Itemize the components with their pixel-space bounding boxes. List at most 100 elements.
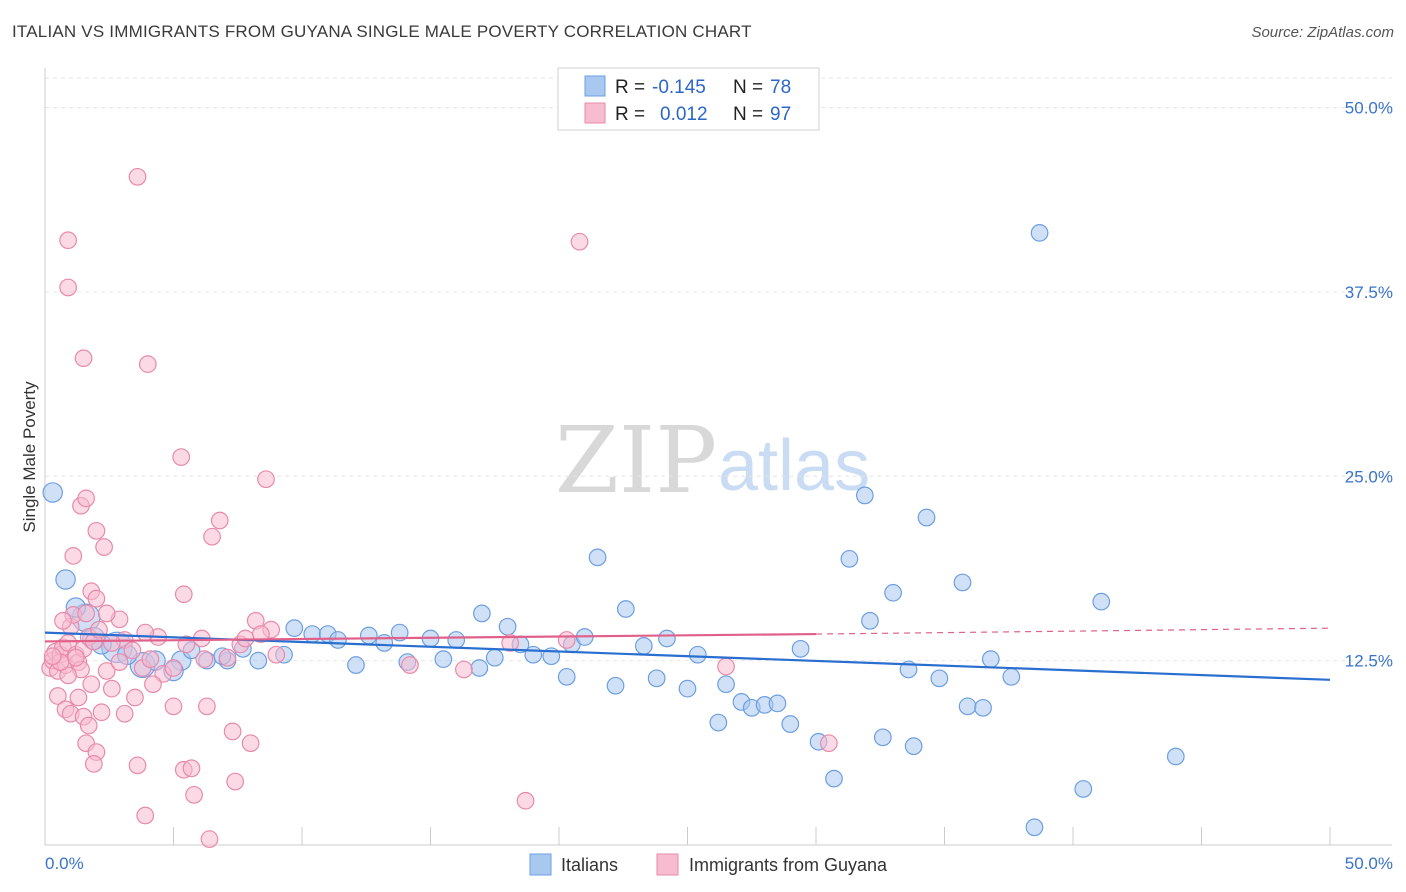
italians-point	[616, 600, 635, 618]
italians-point	[904, 737, 923, 756]
guyana-point	[218, 648, 237, 667]
guyana-point	[64, 547, 83, 565]
series-guyana	[41, 167, 838, 848]
guyana-point	[102, 634, 121, 652]
guyana-point	[59, 231, 78, 250]
y-tick-label-0: 12.5%	[1345, 652, 1393, 671]
guyana-point	[66, 648, 85, 667]
guyana-point	[501, 634, 520, 652]
italians-point	[958, 697, 977, 716]
source-label: Source: ZipAtlas.com	[1251, 24, 1394, 41]
italians-point	[1025, 818, 1044, 837]
italians-point	[249, 651, 268, 670]
guyana-point	[87, 521, 106, 540]
legend-r-label-1: R =	[615, 104, 645, 125]
italians-point	[470, 659, 489, 677]
italians-point	[861, 611, 879, 630]
italians-point	[42, 482, 63, 503]
italians-point	[329, 631, 347, 649]
italians-point	[678, 679, 697, 698]
italians-point	[347, 656, 365, 674]
italians-point	[359, 626, 378, 645]
italians-point	[930, 669, 949, 688]
guyana-point	[128, 167, 147, 186]
legend-n-label-1: N =	[733, 104, 763, 125]
guyana-point	[82, 675, 101, 694]
y-tick-label-2: 37.5%	[1345, 283, 1393, 302]
guyana-point	[198, 697, 216, 716]
top-legend: R = -0.145 N = 78 R = 0.012 N = 97	[557, 67, 820, 131]
legend-n-label-0: N =	[733, 77, 763, 98]
italians-point	[825, 769, 843, 788]
y-tick-label-3: 50.0%	[1345, 99, 1393, 118]
guyana-point	[128, 756, 147, 775]
y-axis-label: Single Male Poverty	[20, 381, 39, 533]
guyana-point	[455, 660, 473, 679]
italians-point	[855, 486, 874, 505]
bottom-legend: Italians Immigrants from Guyana	[529, 853, 888, 876]
trend-lines	[44, 627, 1331, 681]
guyana-point	[59, 278, 78, 297]
italians-point	[606, 676, 625, 695]
legend-r-label-0: R =	[615, 77, 645, 98]
italians-point	[840, 549, 859, 568]
guyana-point	[557, 631, 576, 649]
guyana-point	[59, 666, 78, 685]
italians-point	[634, 636, 653, 655]
italians-point	[557, 667, 576, 686]
tick-labels: 12.5% 25.0% 37.5% 50.0% 0.0% 50.0%	[45, 99, 1393, 874]
italians-point	[647, 669, 666, 688]
x-tick-label-1: 50.0%	[1345, 854, 1393, 873]
italians-point	[55, 569, 76, 590]
italians-point	[917, 508, 936, 527]
guyana-point	[401, 656, 419, 674]
legend-swatch-italians	[584, 75, 606, 97]
italians-point	[658, 629, 676, 648]
guyana-point	[141, 650, 160, 669]
guyana-point	[123, 641, 142, 660]
gridlines	[45, 77, 1392, 662]
guyana-point	[77, 489, 95, 508]
italians-point	[953, 573, 972, 592]
italians-point	[688, 645, 707, 664]
guyana-point	[174, 585, 193, 604]
y-tick-label-1: 25.0%	[1345, 467, 1393, 486]
italians-point	[884, 583, 902, 602]
guyana-point	[257, 470, 275, 489]
guyana-point	[136, 623, 155, 642]
guyana-point	[102, 679, 121, 698]
bottom-legend-swatch-italians	[529, 853, 552, 876]
guyana-point	[185, 785, 203, 804]
guyana-point	[77, 604, 95, 623]
guyana-point	[84, 754, 103, 773]
italians-point	[791, 639, 810, 658]
guyana-point	[48, 687, 67, 705]
italians-point	[434, 650, 453, 669]
guyana-point	[200, 830, 219, 848]
trend-line-guyana	[44, 632, 817, 643]
italians-point	[447, 631, 466, 649]
guyana-point	[144, 675, 162, 694]
italians-point	[981, 650, 1000, 669]
legend-swatch-guyana	[584, 102, 606, 124]
italians-point	[498, 617, 517, 636]
guyana-point	[97, 662, 116, 680]
chart-title: ITALIAN VS IMMIGRANTS FROM GUYANA SINGLE…	[12, 22, 752, 41]
guyana-point	[97, 604, 116, 623]
guyana-point	[164, 697, 183, 716]
italians-point	[781, 715, 800, 733]
bottom-legend-guyana: Immigrants from Guyana	[689, 855, 888, 875]
guyana-point	[110, 653, 129, 671]
guyana-point	[203, 527, 221, 546]
guyana-point	[115, 704, 134, 723]
guyana-point	[570, 232, 589, 251]
guyana-point	[195, 650, 214, 669]
guyana-point	[182, 759, 201, 778]
bottom-legend-italians: Italians	[561, 855, 618, 875]
italians-point	[1092, 592, 1111, 611]
guyana-point	[92, 703, 111, 722]
axes	[44, 68, 1392, 846]
trend-line-guyana-extension	[815, 627, 1331, 635]
guyana-point	[164, 659, 183, 677]
